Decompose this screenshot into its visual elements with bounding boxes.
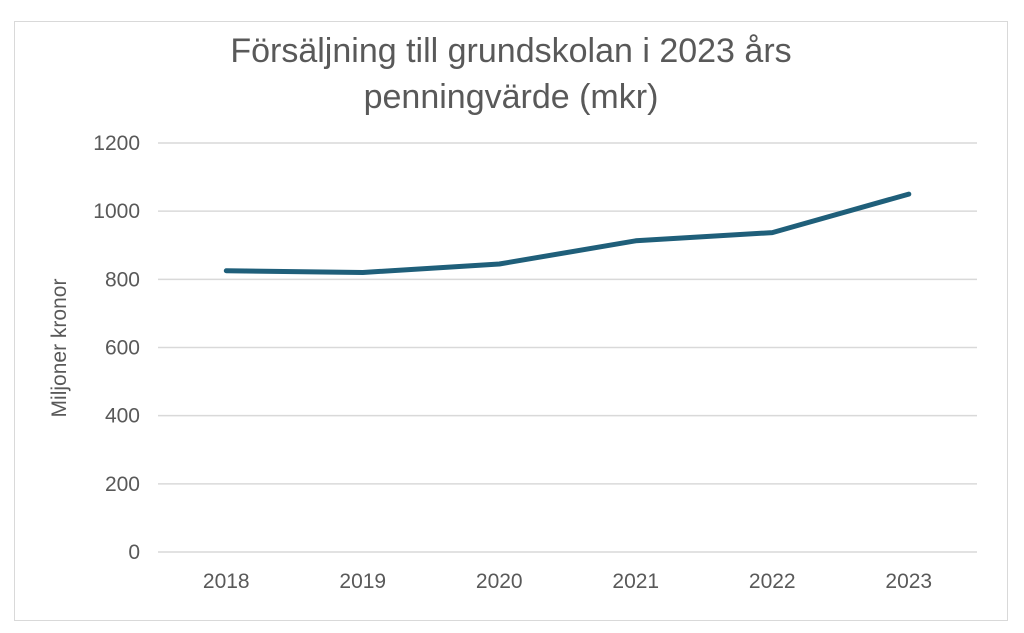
data-point-2019 [360, 270, 365, 275]
x-tick-label: 2020 [476, 570, 523, 593]
series-line [223, 191, 912, 275]
y-tick-label: 800 [105, 268, 140, 291]
y-axis-ticks: 0 200 400 600 800 1000 1200 [93, 132, 140, 564]
x-tick-label: 2019 [339, 570, 386, 593]
y-tick-label: 400 [105, 405, 140, 428]
y-tick-label: 1200 [93, 132, 140, 155]
data-point-2020 [497, 261, 502, 266]
chart-title-line-1: Försäljning till grundskolan i 2023 års [230, 32, 791, 70]
chart-frame [14, 21, 1008, 621]
x-tick-label: 2021 [612, 570, 659, 593]
x-tick-label: 2023 [885, 570, 932, 593]
data-point-2022 [770, 230, 775, 235]
chart-title-line-2: penningvärde (mkr) [364, 78, 659, 116]
y-axis-title: Miljoner kronor [48, 279, 71, 418]
x-axis-ticks: 2018 2019 2020 2021 2022 2023 [203, 570, 932, 593]
data-point-2023 [906, 192, 911, 197]
data-point-2021 [633, 238, 638, 243]
y-tick-label: 600 [105, 337, 140, 360]
x-tick-label: 2022 [749, 570, 796, 593]
gridlines [158, 142, 977, 553]
y-tick-label: 200 [105, 473, 140, 496]
x-tick-label: 2018 [203, 570, 250, 593]
data-point-2018 [224, 268, 229, 273]
y-tick-label: 1000 [93, 200, 140, 223]
series-layer [223, 191, 912, 275]
y-tick-label: 0 [128, 541, 140, 564]
